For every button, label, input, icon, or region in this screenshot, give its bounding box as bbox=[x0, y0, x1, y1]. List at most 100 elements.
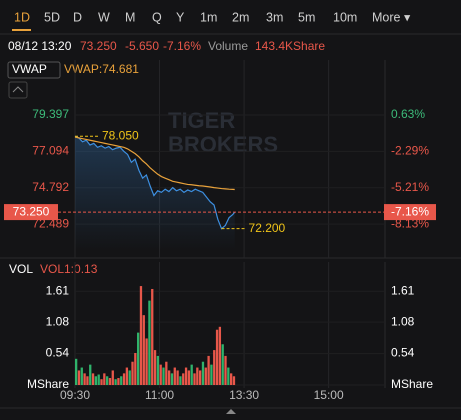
tab[interactable]: Y bbox=[176, 10, 185, 24]
low-label: 72.200 bbox=[249, 221, 286, 235]
collapse-button[interactable] bbox=[8, 81, 28, 99]
volume-bar bbox=[204, 367, 207, 385]
volume-bar bbox=[210, 364, 213, 385]
volume-bar bbox=[168, 370, 171, 385]
y2-tick-label: -2.29% bbox=[391, 144, 429, 158]
volume-bar bbox=[215, 329, 219, 385]
tab[interactable]: W bbox=[98, 10, 110, 24]
last-price-box bbox=[4, 204, 58, 221]
header-change-pct: -7.16% bbox=[163, 39, 201, 53]
volume-bar bbox=[134, 352, 137, 385]
y2-tick-label: 1.08 bbox=[391, 314, 415, 328]
indicator-name: VWAP bbox=[12, 62, 47, 76]
last-pct-label: -7.16% bbox=[391, 204, 429, 218]
volume-bar bbox=[114, 379, 117, 385]
indicator-value: VOL1:0.13 bbox=[40, 262, 98, 276]
tab[interactable]: More ▾ bbox=[372, 10, 411, 24]
volume-bar bbox=[184, 367, 188, 385]
volume-bar bbox=[117, 378, 120, 385]
y-tick-label: 79.397 bbox=[32, 107, 69, 121]
tab[interactable]: Q bbox=[152, 10, 162, 24]
tab[interactable]: D bbox=[73, 10, 82, 24]
volume-bar bbox=[91, 373, 95, 385]
volume-bar bbox=[227, 367, 230, 385]
volume-bar bbox=[80, 367, 83, 385]
volume-bar bbox=[224, 355, 227, 385]
volume-bar bbox=[100, 379, 103, 385]
volume-bar bbox=[232, 376, 236, 385]
header-change: -5.650 bbox=[125, 39, 159, 53]
volume-bar bbox=[111, 370, 114, 385]
x-tick-label: 15:00 bbox=[314, 388, 344, 402]
volume-bar bbox=[218, 326, 222, 385]
volume-bar bbox=[77, 370, 81, 385]
y2-tick-label: 0.63% bbox=[391, 107, 425, 121]
volume-bar bbox=[125, 367, 129, 385]
last-price-label: 73.250 bbox=[13, 204, 50, 218]
indicator-box[interactable] bbox=[7, 61, 61, 79]
y-tick-label: 74.792 bbox=[32, 180, 69, 194]
y2-tick-label: MShare bbox=[391, 377, 433, 391]
volume-bar bbox=[176, 370, 179, 385]
volume-bar bbox=[75, 358, 78, 385]
header-price: 73.250 bbox=[80, 39, 117, 53]
volume-bar bbox=[190, 364, 193, 385]
y-tick-label: 0.54 bbox=[46, 346, 70, 360]
volume-bar bbox=[89, 364, 92, 385]
volume-bar bbox=[137, 332, 140, 385]
y-tick-label: 77.094 bbox=[32, 144, 69, 158]
volume-bar bbox=[187, 370, 191, 385]
volume-bar bbox=[165, 361, 168, 385]
volume-bar bbox=[221, 344, 224, 385]
x-tick-label: 11:00 bbox=[145, 388, 174, 402]
y-tick-label: 1.08 bbox=[46, 314, 70, 328]
volume-bar bbox=[170, 373, 174, 385]
volume-bar bbox=[173, 367, 176, 385]
last-pct-box bbox=[384, 204, 436, 221]
tab[interactable]: 1D bbox=[14, 10, 30, 24]
high-label: 78.050 bbox=[102, 128, 139, 142]
volume-bar bbox=[207, 355, 210, 385]
watermark: TIGER bbox=[168, 108, 235, 133]
volume-bar bbox=[108, 378, 112, 385]
volume-bar bbox=[151, 288, 154, 385]
tab[interactable]: 10m bbox=[333, 10, 357, 24]
volume-bar bbox=[83, 373, 86, 385]
tab[interactable]: M bbox=[125, 10, 135, 24]
tab[interactable]: 1m bbox=[200, 10, 217, 24]
y2-tick-label: 0.54 bbox=[391, 346, 415, 360]
tab[interactable]: 5m bbox=[298, 10, 315, 24]
volume-bar bbox=[145, 338, 148, 385]
volume-bar bbox=[106, 376, 109, 385]
volume-bar bbox=[122, 373, 126, 385]
tab[interactable]: 2m bbox=[232, 10, 249, 24]
header-volume-label: Volume bbox=[208, 39, 248, 53]
volume-bar bbox=[142, 315, 145, 385]
header-datetime: 08/12 13:20 bbox=[8, 39, 72, 53]
tab[interactable]: 5D bbox=[44, 10, 60, 24]
volume-bar bbox=[179, 376, 182, 385]
volume-bar bbox=[131, 361, 134, 385]
volume-bar bbox=[213, 350, 216, 385]
watermark: BROKERS bbox=[168, 132, 278, 157]
y2-tick-label: 1.61 bbox=[391, 283, 415, 297]
indicator-value: VWAP:74.681 bbox=[64, 62, 139, 76]
volume-bar bbox=[182, 373, 185, 385]
volume-bar bbox=[97, 374, 100, 385]
volume-bar bbox=[199, 370, 202, 385]
volume-bar bbox=[196, 367, 199, 385]
indicator-name: VOL bbox=[9, 262, 33, 276]
volume-bar bbox=[193, 373, 196, 385]
volume-bar bbox=[94, 376, 98, 385]
volume-bar bbox=[139, 286, 143, 385]
volume-bar bbox=[86, 376, 89, 385]
y-tick-label: 1.61 bbox=[46, 283, 70, 297]
volume-bar bbox=[156, 355, 160, 385]
tab[interactable]: 3m bbox=[266, 10, 283, 24]
volume-bar bbox=[120, 376, 123, 385]
volume-bar bbox=[162, 367, 165, 385]
price-line bbox=[74, 135, 236, 230]
scroll-handle[interactable] bbox=[226, 409, 236, 414]
volume-bar bbox=[201, 361, 205, 385]
